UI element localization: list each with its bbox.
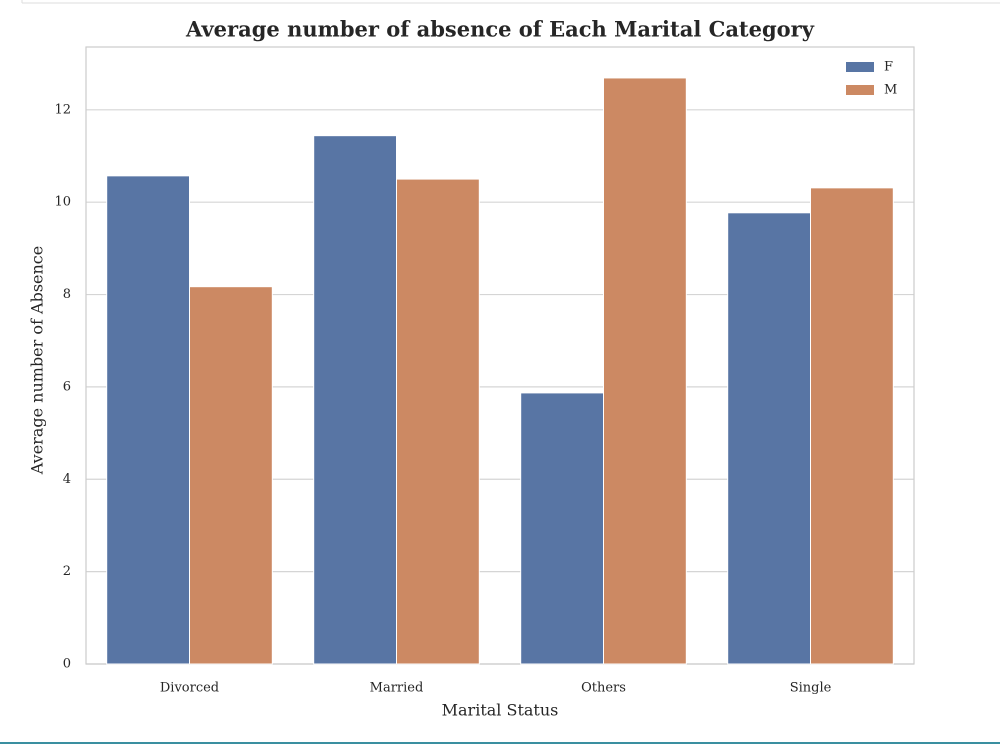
- y-tick-label: 12: [54, 102, 71, 117]
- y-tick-label: 4: [63, 472, 71, 487]
- legend-label: M: [884, 83, 897, 98]
- y-tick-label: 10: [54, 195, 71, 210]
- bar: [520, 392, 605, 665]
- legend-swatch: [846, 62, 874, 72]
- x-tick-label: Single: [790, 681, 832, 696]
- y-tick-label: 2: [63, 564, 71, 579]
- bar: [396, 178, 480, 665]
- x-tick-label: Others: [581, 681, 626, 696]
- x-axis-label: Marital Status: [442, 701, 559, 720]
- y-axis-label: Average number of Absence: [28, 246, 47, 475]
- x-tick-label: Married: [370, 681, 424, 696]
- plot-frame: [85, 46, 915, 665]
- x-tick-label: Divorced: [160, 681, 219, 696]
- legend-swatch: [846, 85, 874, 95]
- y-tick-label: 8: [63, 287, 71, 302]
- bar: [727, 212, 812, 665]
- bar: [189, 286, 273, 665]
- bar: [313, 135, 398, 665]
- chart-title: Average number of absence of Each Marita…: [185, 17, 815, 42]
- bar: [810, 187, 894, 665]
- y-tick-label: 0: [63, 657, 71, 672]
- y-tick-label: 6: [63, 379, 71, 394]
- legend-label: F: [884, 60, 893, 75]
- bar: [106, 175, 190, 665]
- bar: [603, 77, 687, 665]
